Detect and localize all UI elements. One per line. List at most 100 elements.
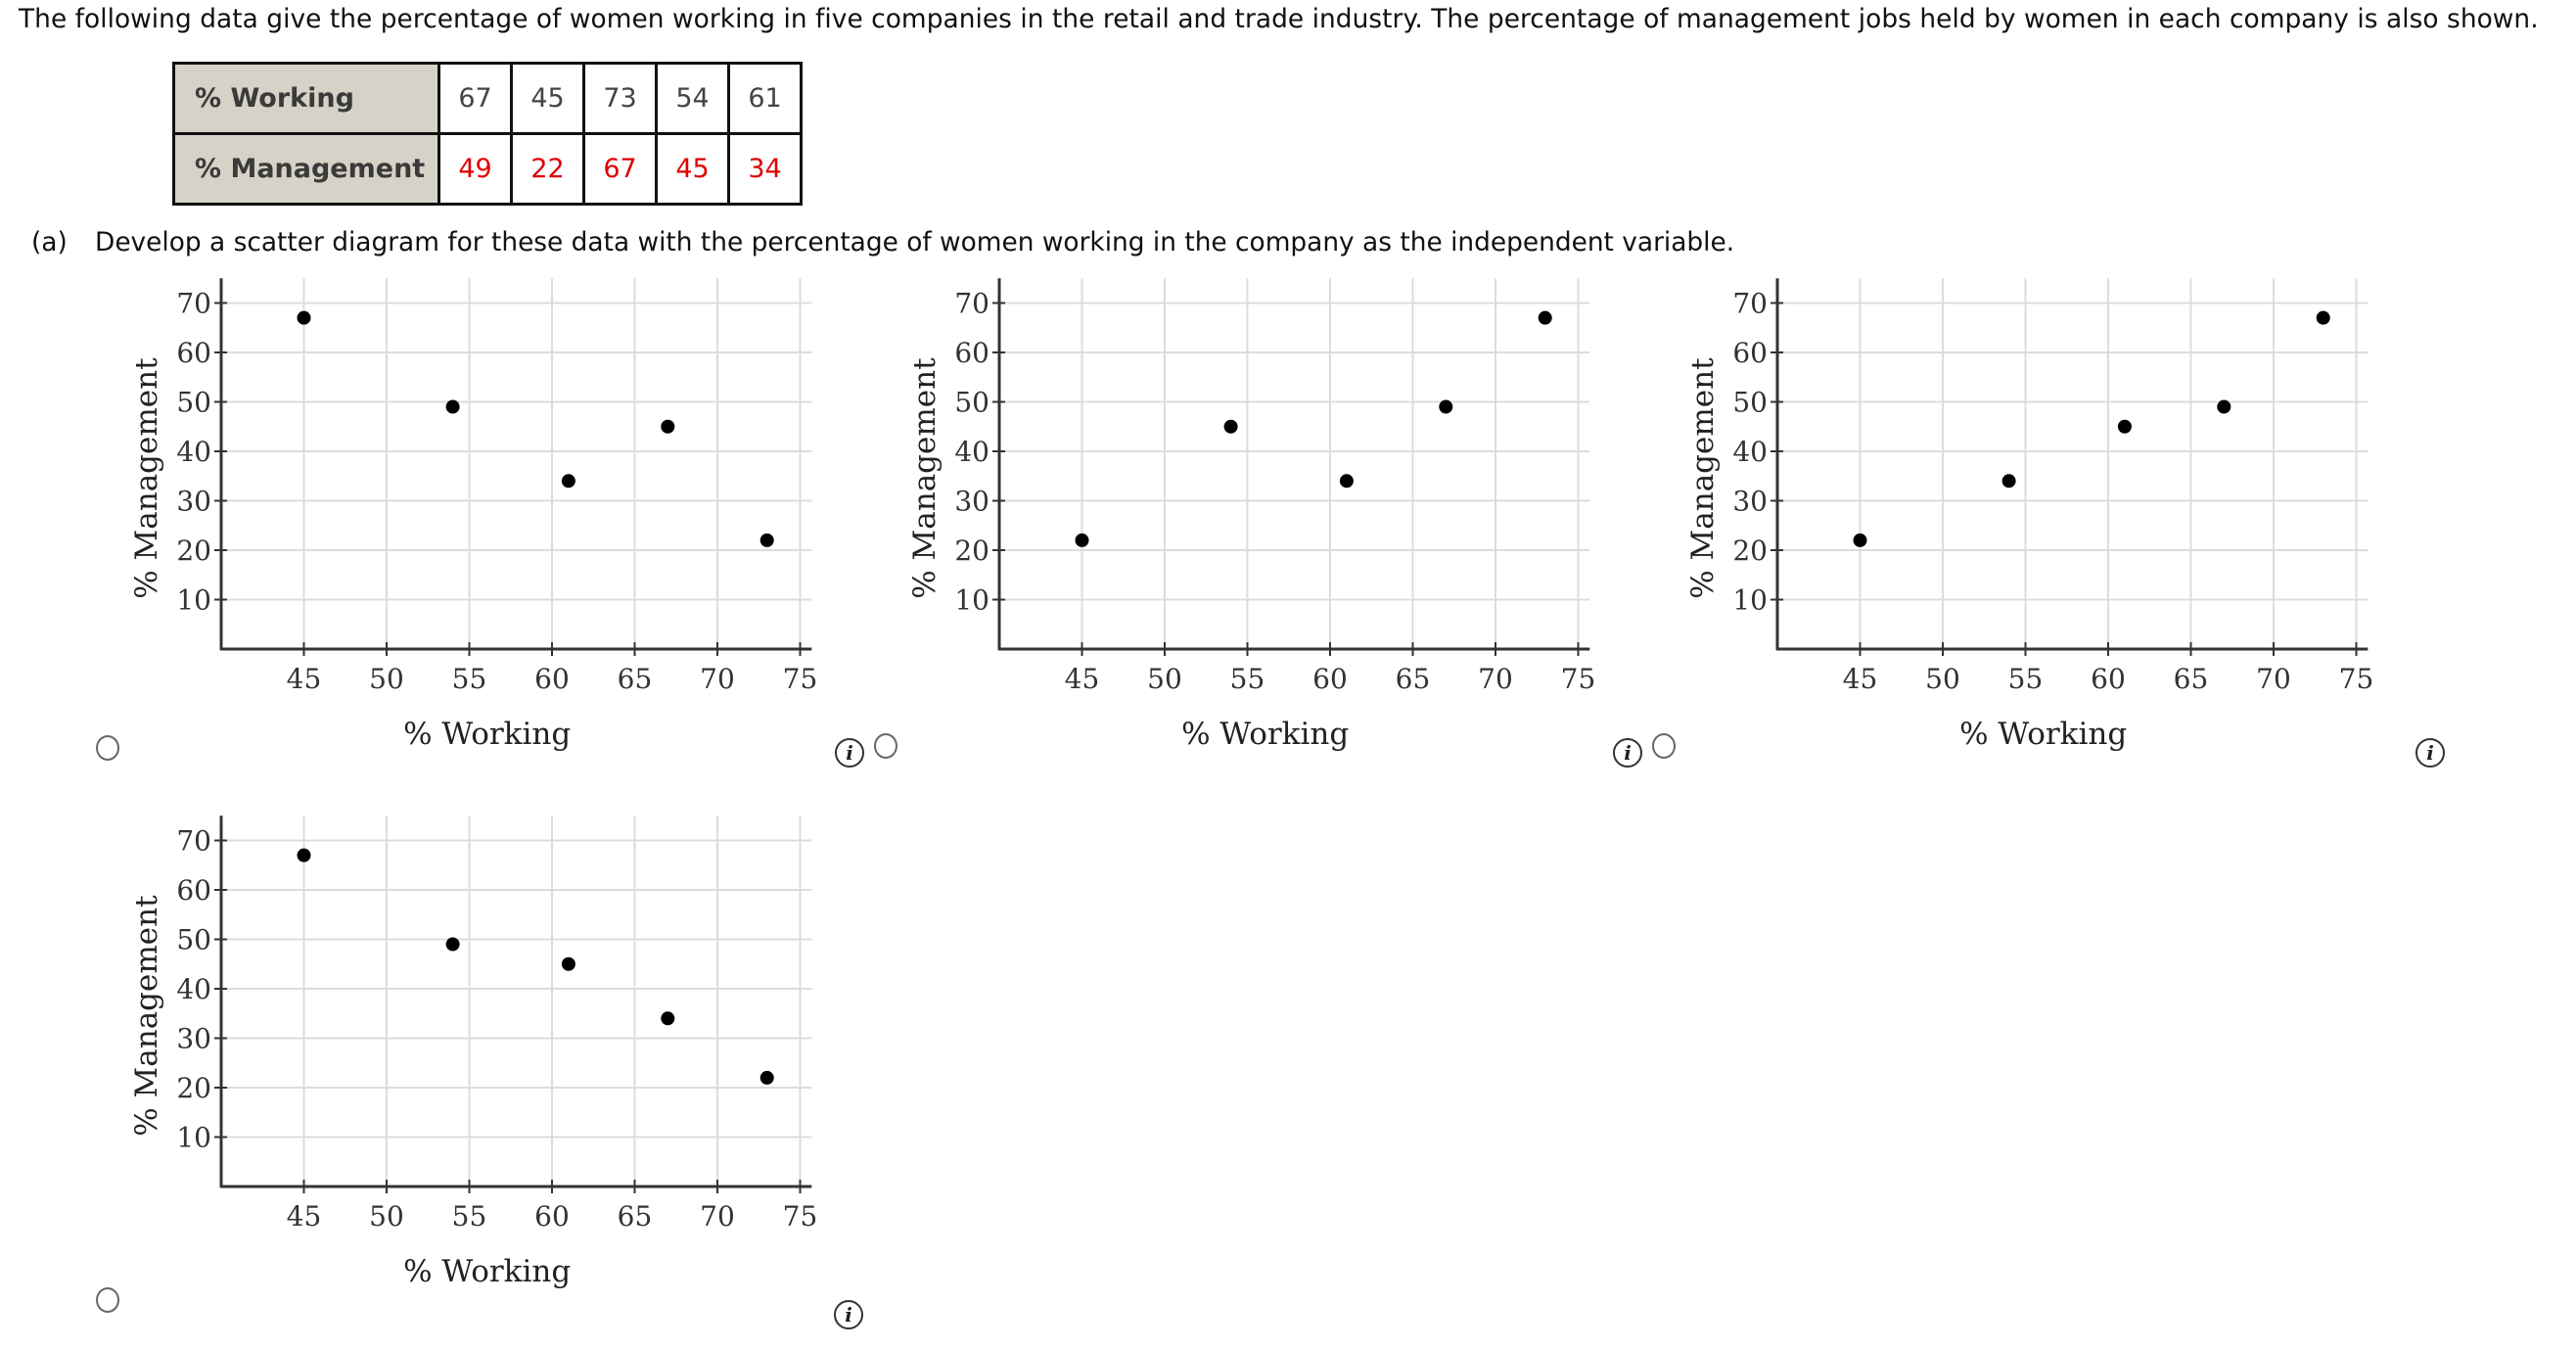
x-tick-label: 65	[2174, 663, 2209, 695]
data-point	[445, 937, 460, 952]
x-axis-title: % Working	[1181, 717, 1349, 752]
x-axis-title: % Working	[403, 717, 571, 752]
x-tick-label: 70	[700, 663, 735, 695]
scatter-svg: 10 20 30 40 50 60 70 45 50 55 60 65 70 75 % Working % M…	[129, 815, 818, 1289]
y-axis-title: % Management	[129, 895, 164, 1137]
x-tick-label: 75	[2339, 663, 2374, 695]
radio-option-3[interactable]	[1652, 733, 1676, 759]
y-tick-label: 40	[176, 436, 211, 468]
x-tick-label: 70	[1478, 663, 1513, 695]
info-icon-option-3[interactable]: i	[2415, 738, 2445, 768]
table-cell: 67	[437, 62, 513, 135]
y-tick-label: 60	[954, 337, 989, 369]
x-tick-label: 70	[2256, 663, 2291, 695]
x-tick-label: 55	[452, 663, 487, 695]
x-tick-label: 50	[1925, 663, 1960, 695]
table-cell: 22	[510, 132, 585, 206]
y-tick-label: 10	[1732, 584, 1768, 617]
scatter-svg: 10 20 30 40 50 60 70 45 50 55 60 65 70 75 % Working % M…	[1685, 278, 2374, 752]
x-tick-label: 60	[2091, 663, 2126, 695]
y-tick-label: 30	[176, 1023, 211, 1055]
table-cell: 49	[437, 132, 513, 206]
data-point	[759, 1070, 774, 1085]
part-a-text: Develop a scatter diagram for these data…	[95, 227, 1735, 257]
y-axis-title: % Management	[1685, 357, 1721, 599]
y-tick-label: 30	[1732, 486, 1768, 518]
y-axis-title: % Management	[129, 357, 164, 599]
data-point	[2117, 419, 2132, 434]
problem-intro-text: The following data give the percentage o…	[19, 4, 2539, 34]
radio-option-4[interactable]	[96, 1287, 119, 1313]
y-tick-label: 20	[176, 535, 211, 567]
y-tick-label: 60	[1732, 337, 1768, 369]
x-tick-label: 75	[1561, 663, 1596, 695]
table-cell: 54	[655, 62, 730, 135]
x-tick-label: 65	[618, 663, 653, 695]
scatter-plot-option-1: 10 20 30 40 50 60 70 45 50 55 60 65 70 75 % Working % M…	[98, 264, 881, 813]
data-point	[2217, 399, 2231, 414]
data-point	[1853, 533, 1867, 547]
y-tick-label: 60	[176, 337, 211, 369]
table-cell: 61	[727, 62, 803, 135]
radio-option-1[interactable]	[96, 735, 119, 761]
y-tick-label: 70	[176, 288, 211, 320]
y-tick-label: 10	[954, 584, 989, 617]
x-tick-label: 45	[287, 1200, 322, 1233]
info-icon-option-2[interactable]: i	[1613, 738, 1642, 768]
x-tick-label: 55	[452, 1200, 487, 1233]
y-tick-label: 50	[954, 387, 989, 419]
y-tick-label: 40	[1732, 436, 1768, 468]
y-tick-label: 30	[954, 486, 989, 518]
data-point	[1538, 310, 1552, 325]
y-tick-label: 50	[176, 387, 211, 419]
y-axis-title: % Management	[907, 357, 943, 599]
x-tick-label: 60	[1312, 663, 1348, 695]
y-tick-label: 20	[954, 535, 989, 567]
row-header-management: % Management	[172, 132, 440, 206]
x-tick-label: 50	[369, 1200, 404, 1233]
y-tick-label: 60	[176, 874, 211, 907]
x-tick-label: 50	[1147, 663, 1182, 695]
data-point	[297, 848, 311, 862]
y-tick-label: 70	[954, 288, 989, 320]
scatter-svg: 10 20 30 40 50 60 70 45 50 55 60 65 70 75 % Working % M…	[129, 278, 818, 752]
table-cell: 45	[510, 62, 585, 135]
data-point	[1439, 399, 1453, 414]
y-tick-label: 10	[176, 1122, 211, 1154]
table-cell: 67	[582, 132, 658, 206]
x-tick-label: 60	[534, 1200, 570, 1233]
table-row-working: % Working 67 45 73 54 61	[172, 62, 803, 135]
info-icon-option-4[interactable]: i	[834, 1300, 863, 1329]
info-icon-option-1[interactable]: i	[835, 738, 864, 768]
x-tick-label: 75	[783, 663, 818, 695]
x-tick-label: 60	[534, 663, 570, 695]
x-axis-title: % Working	[1959, 717, 2127, 752]
table-cell: 45	[655, 132, 730, 206]
table-cell: 73	[582, 62, 658, 135]
y-tick-label: 70	[1732, 288, 1768, 320]
y-tick-label: 20	[1732, 535, 1768, 567]
x-tick-label: 75	[783, 1200, 818, 1233]
scatter-svg: 10 20 30 40 50 60 70 45 50 55 60 65 70 75 % Working % M…	[907, 278, 1596, 752]
data-point	[661, 419, 675, 434]
data-point	[661, 1011, 675, 1026]
x-tick-label: 65	[1396, 663, 1431, 695]
data-point	[561, 474, 575, 489]
x-tick-label: 55	[1230, 663, 1265, 695]
y-tick-label: 30	[176, 486, 211, 518]
x-tick-label: 55	[2008, 663, 2044, 695]
data-point	[1075, 533, 1089, 547]
radio-option-2[interactable]	[874, 733, 897, 759]
part-a-label: (a)	[31, 227, 68, 257]
x-axis-title: % Working	[403, 1254, 571, 1289]
y-tick-label: 50	[1732, 387, 1768, 419]
data-point	[1223, 419, 1238, 434]
scatter-plot-option-4: 10 20 30 40 50 60 70 45 50 55 60 65 70 75 % Working % M…	[98, 802, 881, 1350]
part-a-prompt: (a) Develop a scatter diagram for these d…	[31, 227, 1734, 257]
y-tick-label: 10	[176, 584, 211, 617]
x-tick-label: 45	[1065, 663, 1100, 695]
y-tick-label: 50	[176, 924, 211, 956]
x-tick-label: 50	[369, 663, 404, 695]
table-cell: 34	[727, 132, 803, 206]
data-point	[1339, 474, 1354, 489]
